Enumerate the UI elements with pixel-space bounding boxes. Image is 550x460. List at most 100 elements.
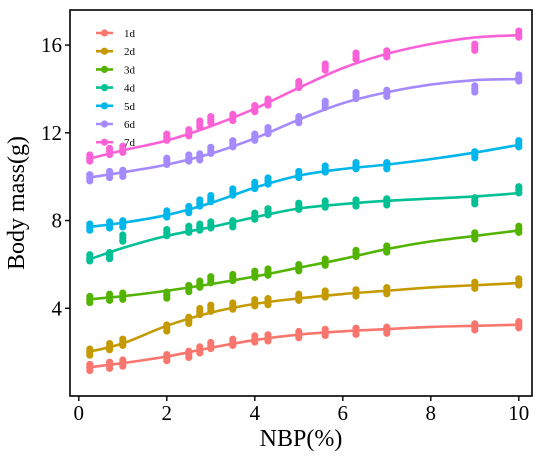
y-tick-label: 8 <box>52 209 63 233</box>
legend-marker-5d <box>100 102 109 110</box>
data-point-dot <box>251 332 259 340</box>
data-point-6d <box>515 71 523 85</box>
data-point-dot <box>229 270 237 279</box>
data-point-2d <box>321 287 329 301</box>
data-point-2d <box>251 296 259 310</box>
x-tick-label: 6 <box>338 401 349 425</box>
data-point-6d <box>106 167 114 182</box>
data-point-dot <box>229 299 237 307</box>
data-point-dot <box>471 40 479 48</box>
data-point-dot <box>515 318 523 326</box>
legend-label-5d: 5d <box>124 101 136 113</box>
data-point-2d <box>229 299 237 313</box>
fit-line-4d <box>86 191 521 262</box>
data-point-dot <box>295 327 303 336</box>
data-point-dot <box>352 286 360 294</box>
data-point-7d <box>515 27 523 41</box>
data-point-dot <box>119 289 127 297</box>
data-point-3d <box>119 289 127 303</box>
data-point-7d <box>251 102 259 116</box>
data-point-dot <box>295 167 303 176</box>
data-point-4d <box>251 209 259 223</box>
data-point-dot <box>352 324 360 332</box>
data-point-4d <box>196 220 204 234</box>
data-point-6d <box>207 143 215 158</box>
data-point-dot <box>86 220 94 228</box>
data-point-4d <box>515 183 523 197</box>
data-point-dot <box>207 143 215 151</box>
data-point-3d <box>251 267 259 281</box>
data-point-5d <box>383 159 391 173</box>
data-point-dot <box>251 178 259 186</box>
data-point-dot <box>106 248 114 257</box>
data-point-3d <box>515 222 523 236</box>
data-point-2d <box>207 301 215 315</box>
y-axis-title: Body mass(g) <box>4 136 30 270</box>
y-tick-label: 16 <box>41 33 62 57</box>
data-point-dot <box>185 151 193 159</box>
data-point-7d <box>352 49 360 63</box>
data-point-6d <box>163 154 171 168</box>
data-point-3d <box>196 277 204 291</box>
data-point-6d <box>196 150 204 164</box>
legend-marker-2d <box>100 47 109 55</box>
data-point-1d <box>352 324 360 338</box>
data-point-dot <box>229 335 237 343</box>
data-point-dot <box>229 217 237 225</box>
data-point-2d <box>86 345 94 359</box>
data-point-4d <box>352 196 360 210</box>
data-point-dot <box>106 167 114 176</box>
data-point-3d <box>229 270 237 285</box>
data-point-7d <box>383 47 391 61</box>
data-point-1d <box>106 358 114 372</box>
data-point-dot <box>383 86 391 94</box>
data-point-dot <box>119 335 127 343</box>
data-point-3d <box>471 229 479 243</box>
x-axis: 0 2 4 6 8 10 <box>74 396 529 425</box>
legend-marker-7d <box>100 138 109 146</box>
data-point-dot <box>264 295 272 303</box>
x-tick-label: 4 <box>250 401 261 425</box>
data-point-2d <box>515 275 523 289</box>
data-point-7d <box>295 77 303 92</box>
data-point-3d <box>352 246 360 261</box>
data-point-dot <box>86 251 94 259</box>
data-point-1d <box>321 325 329 340</box>
data-point-5d <box>119 217 127 231</box>
data-point-3d <box>321 255 329 269</box>
data-point-dot <box>86 345 94 353</box>
data-point-7d <box>119 142 127 156</box>
data-point-dot <box>86 171 94 179</box>
fit-line-6d <box>86 77 521 180</box>
fit-line-7d <box>86 33 521 161</box>
data-point-dot <box>106 290 114 298</box>
data-point-dot <box>383 242 391 250</box>
data-point-5d <box>321 162 329 176</box>
data-point-dot <box>185 222 193 230</box>
data-point-dot <box>471 194 479 202</box>
data-point-6d <box>119 166 127 181</box>
data-point-6d <box>352 88 360 103</box>
data-point-3d <box>295 261 303 275</box>
data-point-dot <box>163 321 171 329</box>
data-point-7d <box>229 110 237 125</box>
data-point-dot <box>251 267 259 275</box>
data-point-dot <box>515 137 523 145</box>
data-point-dot <box>264 205 272 213</box>
data-point-dot <box>119 356 127 364</box>
data-point-dot <box>163 288 171 296</box>
data-point-5d <box>251 178 259 193</box>
legend-label-4d: 4d <box>124 83 136 95</box>
data-point-dot <box>321 197 329 205</box>
data-point-5d <box>207 191 215 206</box>
data-point-1d <box>207 338 215 353</box>
legend: 1d 2d 3d 4d 5d 6d 7d <box>96 28 136 149</box>
data-point-6d <box>185 151 193 165</box>
data-point-dot <box>185 202 193 211</box>
data-point-6d <box>321 97 329 111</box>
data-point-dot <box>383 323 391 331</box>
data-point-dot <box>383 195 391 203</box>
data-point-5d <box>229 185 237 199</box>
y-axis: 4 8 12 16 <box>41 33 70 320</box>
data-point-dot <box>471 82 479 90</box>
